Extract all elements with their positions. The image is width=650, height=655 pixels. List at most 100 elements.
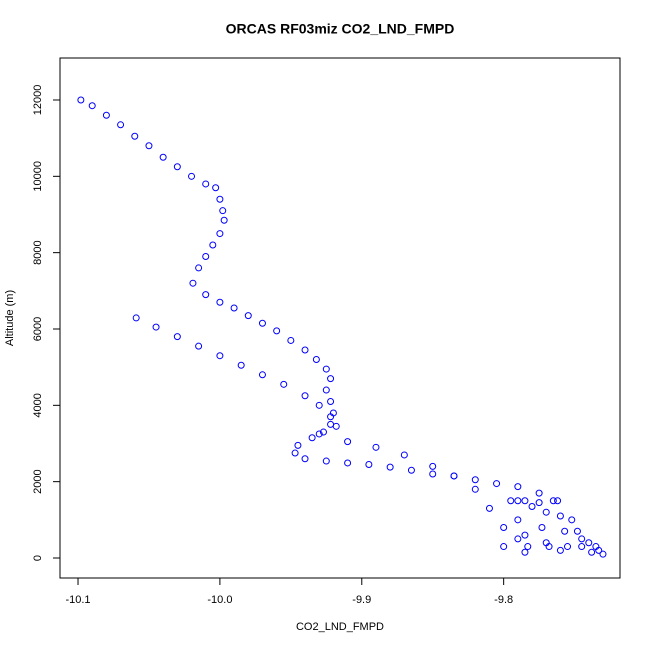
point: [556, 512, 564, 520]
point: [545, 543, 553, 551]
point: [216, 298, 224, 306]
point: [212, 184, 220, 192]
point: [344, 438, 352, 446]
point: [507, 497, 515, 505]
point: [471, 485, 479, 493]
point: [173, 163, 181, 171]
point: [585, 539, 593, 547]
point: [301, 455, 309, 463]
point: [573, 527, 581, 535]
point: [528, 502, 536, 510]
point: [159, 153, 167, 161]
point: [493, 480, 501, 488]
point: [102, 111, 110, 119]
point: [588, 548, 596, 556]
point: [273, 327, 281, 335]
point: [568, 516, 576, 524]
point: [117, 121, 125, 129]
point: [450, 472, 458, 480]
point: [132, 314, 140, 322]
point: [188, 172, 196, 180]
point: [301, 392, 309, 400]
point: [578, 535, 586, 543]
point: [564, 543, 572, 551]
point: [202, 291, 210, 299]
point: [189, 279, 197, 287]
point: [500, 523, 508, 531]
point: [372, 443, 380, 451]
point: [312, 356, 320, 364]
point: [280, 380, 288, 388]
point: [219, 207, 227, 215]
point: [327, 413, 335, 421]
point: [429, 462, 437, 470]
point: [514, 535, 522, 543]
point: [319, 428, 327, 436]
point: [514, 483, 522, 491]
point: [554, 497, 562, 505]
point: [386, 463, 394, 471]
point: [542, 508, 550, 516]
point: [315, 430, 323, 438]
point: [332, 422, 340, 430]
x-tick-label: -9.8: [494, 594, 513, 606]
plot-frame: [59, 57, 621, 579]
y-tick-label: 0: [32, 555, 44, 561]
y-tick-label: 12000: [32, 85, 44, 116]
point: [485, 504, 493, 512]
point: [365, 460, 373, 468]
point: [195, 264, 203, 272]
point: [578, 543, 586, 551]
point: [327, 398, 335, 406]
x-tick-label: -9.9: [352, 594, 371, 606]
y-tick-label: 2000: [32, 469, 44, 493]
point: [308, 434, 316, 442]
point: [291, 449, 299, 457]
point: [287, 336, 295, 344]
point: [209, 241, 217, 249]
chart-title: ORCAS RF03miz CO2_LND_FMPD: [226, 21, 455, 37]
point: [216, 195, 224, 203]
y-tick-label: 8000: [32, 240, 44, 264]
y-tick-label: 10000: [32, 161, 44, 192]
point: [322, 365, 330, 373]
point: [258, 371, 266, 379]
point: [344, 459, 352, 467]
point: [514, 497, 522, 505]
point: [173, 333, 181, 341]
point: [77, 96, 85, 104]
point: [322, 457, 330, 465]
point: [216, 352, 224, 360]
point: [202, 180, 210, 188]
point: [521, 531, 529, 539]
point: [549, 497, 557, 505]
point: [230, 304, 238, 312]
point: [152, 323, 160, 331]
point: [258, 319, 266, 327]
point: [244, 312, 252, 320]
point: [538, 523, 546, 531]
point: [315, 401, 323, 409]
point: [556, 546, 564, 554]
point: [145, 142, 153, 150]
point: [471, 476, 479, 484]
point: [294, 441, 302, 449]
point: [429, 470, 437, 478]
x-axis-label: CO2_LND_FMPD: [296, 621, 384, 633]
point: [535, 499, 543, 507]
y-tick-label: 6000: [32, 317, 44, 341]
point: [88, 102, 96, 110]
y-tick-label: 4000: [32, 393, 44, 417]
point: [561, 527, 569, 535]
point: [521, 548, 529, 556]
point: [400, 451, 408, 459]
point: [327, 375, 335, 383]
x-tick-label: -10.0: [207, 594, 232, 606]
point: [521, 497, 529, 505]
point: [301, 346, 309, 354]
point: [202, 252, 210, 260]
point: [500, 543, 508, 551]
point: [595, 546, 603, 554]
point: [599, 550, 607, 558]
